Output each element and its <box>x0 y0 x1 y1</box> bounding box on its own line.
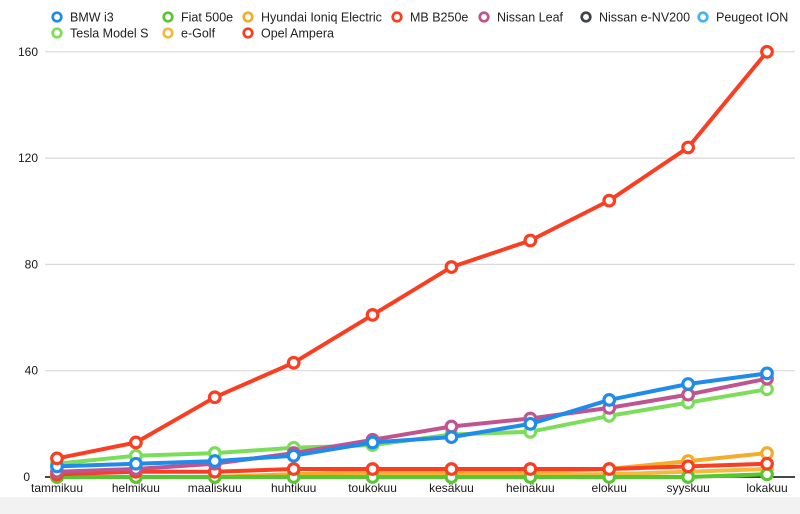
legend-label: BMW i3 <box>70 11 114 25</box>
data-point[interactable] <box>760 382 774 397</box>
data-point[interactable] <box>444 260 459 274</box>
data-point[interactable] <box>286 448 301 463</box>
series-line-9 <box>55 49 769 461</box>
legend-marker-icon <box>697 11 709 23</box>
y-axis-tick-label: 80 <box>25 257 39 271</box>
y-axis-tick-label: 120 <box>18 151 38 165</box>
legend-marker-icon <box>242 27 254 39</box>
x-axis-tick-label: helmikuu <box>112 481 160 495</box>
legend-marker-icon <box>391 11 403 23</box>
x-axis-tick-label: syyskuu <box>666 481 709 495</box>
x-axis-tick-label: lokakuu <box>746 481 787 495</box>
x-axis-tick-label: tammikuu <box>31 481 83 495</box>
x-axis-tick-label: elokuu <box>592 481 627 495</box>
legend-label: Hyundai Ioniq Electric <box>261 11 382 25</box>
legend-marker-icon <box>162 11 174 23</box>
data-point[interactable] <box>760 446 774 460</box>
data-point[interactable] <box>760 456 774 471</box>
legend-label: Tesla Model S <box>70 27 149 41</box>
legend-item-fiat-500e[interactable]: Fiat 500e <box>162 11 233 25</box>
data-point[interactable] <box>602 393 617 407</box>
window-footer-strip <box>0 497 800 514</box>
data-point[interactable] <box>602 462 617 476</box>
data-point[interactable] <box>365 435 380 450</box>
data-point[interactable] <box>128 456 143 471</box>
data-point[interactable] <box>523 233 538 248</box>
x-axis-tick-label: heinäkuu <box>506 481 555 495</box>
legend-item-peugeot-ion[interactable]: Peugeot ION <box>697 11 789 25</box>
legend-item-opel-ampera[interactable]: Opel Ampera <box>242 27 334 41</box>
data-point[interactable] <box>523 416 538 431</box>
legend-label: Nissan Leaf <box>497 11 564 25</box>
data-point[interactable] <box>365 462 380 476</box>
legend-item-mb-b250e[interactable]: MB B250e <box>391 11 469 25</box>
data-point[interactable] <box>286 462 301 476</box>
legend-label: Fiat 500e <box>181 11 233 25</box>
data-point[interactable] <box>760 366 774 381</box>
legend-label: e-Golf <box>181 27 216 41</box>
legend-item-nissan-leaf[interactable]: Nissan Leaf <box>478 11 564 25</box>
x-axis-tick-label: kesäkuu <box>429 481 474 495</box>
data-point[interactable] <box>444 430 459 445</box>
legend-item-bmw-i3[interactable]: BMW i3 <box>51 11 114 25</box>
legend-item-hyundai-ioniq-electric[interactable]: Hyundai Ioniq Electric <box>242 11 382 25</box>
data-point[interactable] <box>207 390 222 405</box>
data-point[interactable] <box>681 387 696 402</box>
legend-marker-icon <box>242 11 254 23</box>
legend-marker-icon <box>478 11 490 23</box>
data-point[interactable] <box>207 454 222 468</box>
x-axis-tick-label: maaliskuu <box>188 481 242 495</box>
legend-marker-icon <box>162 27 174 39</box>
legend-label: Nissan e-NV200 <box>599 11 690 25</box>
legend-item-nissan-e-nv200[interactable]: Nissan e-NV200 <box>580 11 690 25</box>
legend-label: MB B250e <box>410 11 468 25</box>
y-axis-tick-label: 40 <box>25 364 39 378</box>
data-point[interactable] <box>365 307 380 322</box>
data-point[interactable] <box>760 467 774 482</box>
data-point[interactable] <box>128 435 143 450</box>
data-point[interactable] <box>444 462 459 476</box>
legend-marker-icon <box>580 11 592 23</box>
data-point[interactable] <box>681 459 696 474</box>
series-line-7 <box>55 376 769 474</box>
data-point[interactable] <box>523 462 538 476</box>
y-axis-tick-label: 160 <box>18 45 38 59</box>
legend-marker-icon <box>51 27 63 39</box>
data-point[interactable] <box>50 451 64 466</box>
y-axis-tick-label: 0 <box>23 470 30 484</box>
data-point[interactable] <box>444 419 459 434</box>
x-axis-tick-label: toukokuu <box>348 481 397 495</box>
legend-item-e-golf[interactable]: e-Golf <box>162 27 216 41</box>
data-point[interactable] <box>602 193 617 208</box>
legend-item-tesla-model-s[interactable]: Tesla Model S <box>51 27 149 41</box>
data-point[interactable] <box>286 355 301 370</box>
legend-marker-icon <box>51 11 63 23</box>
legend-label: Opel Ampera <box>261 27 334 41</box>
series-line-8 <box>55 371 769 469</box>
x-axis-tick-label: huhtikuu <box>271 481 316 495</box>
series-line-4 <box>55 472 769 479</box>
data-point[interactable] <box>681 377 696 391</box>
data-point[interactable] <box>760 44 774 59</box>
legend-label: Peugeot ION <box>716 11 788 25</box>
data-point[interactable] <box>681 470 696 484</box>
data-point[interactable] <box>681 140 696 155</box>
series-line-5 <box>55 461 769 477</box>
